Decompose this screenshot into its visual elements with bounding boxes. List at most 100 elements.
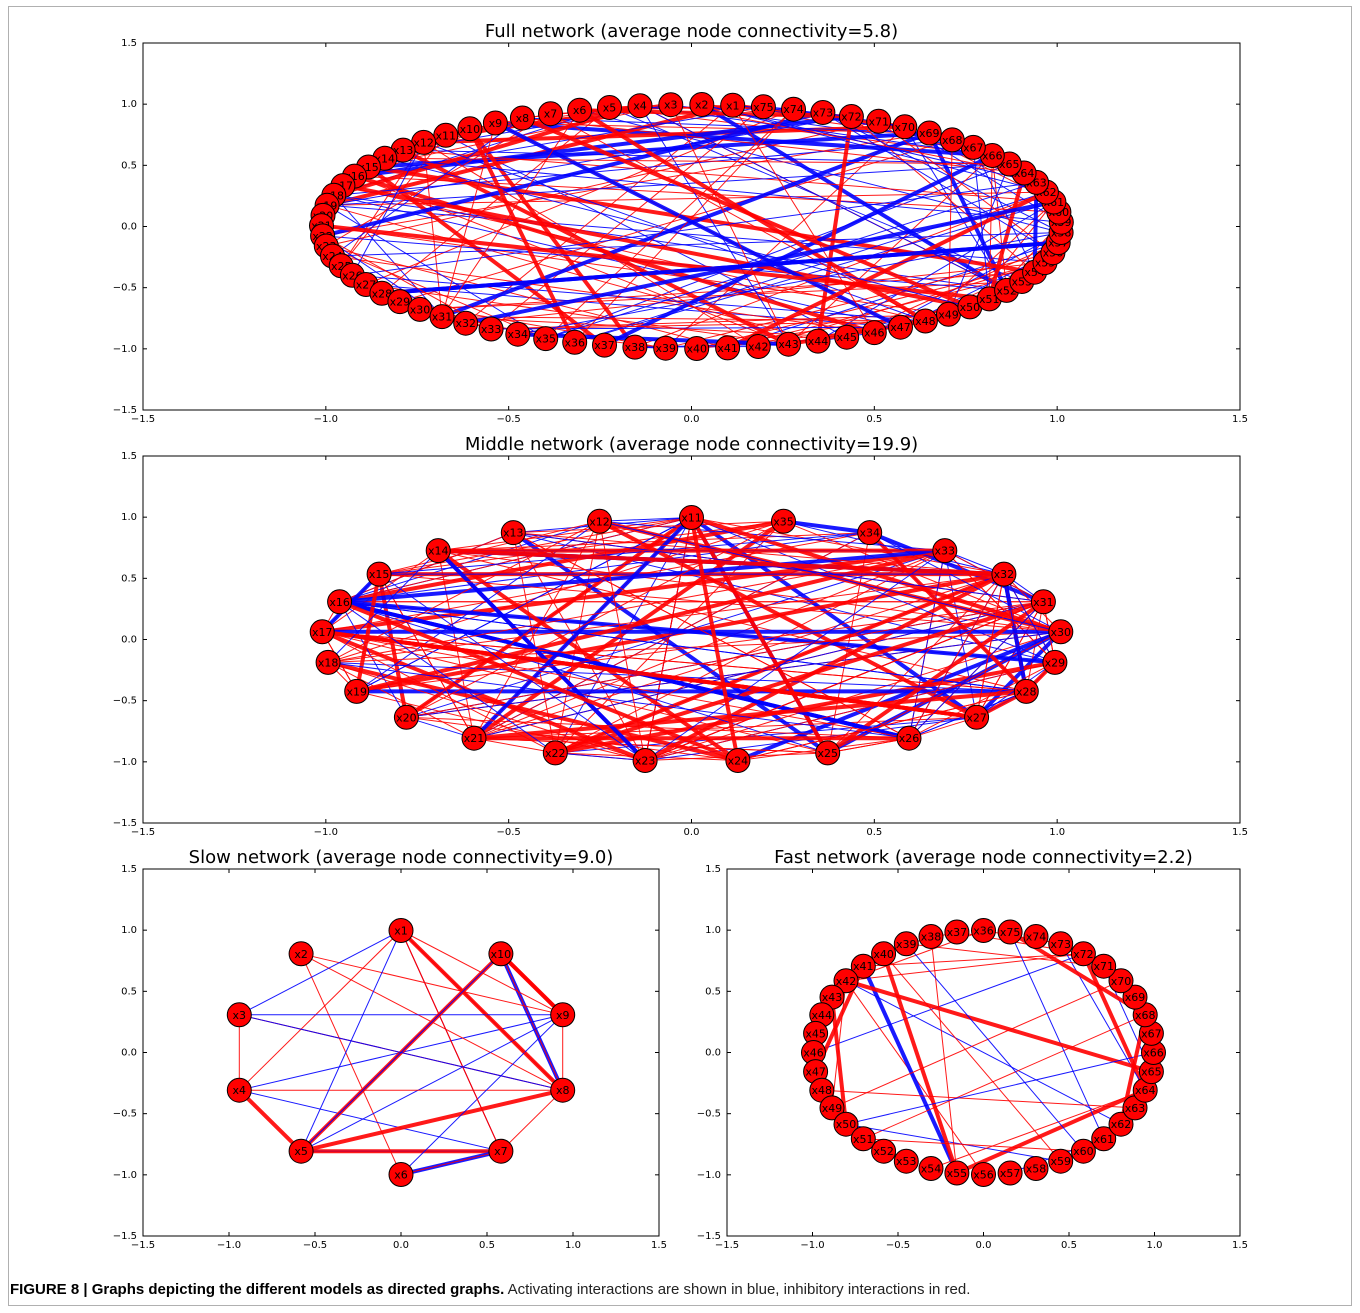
node-x3	[226, 1002, 252, 1028]
node-label-x73: x73	[813, 107, 834, 120]
inhibitory-edge	[831, 980, 1122, 1109]
node-x75	[750, 94, 776, 120]
node-label-x43: x43	[778, 338, 799, 351]
node-x6	[567, 97, 593, 123]
node-x52	[871, 1138, 897, 1164]
node-label-x70: x70	[895, 121, 916, 134]
node-label-x26: x26	[899, 732, 920, 745]
y-tick-label: −1.0	[697, 1170, 721, 1181]
activating-edge	[494, 121, 902, 329]
activating-edge	[599, 520, 1061, 633]
node-label-x32: x32	[455, 317, 476, 330]
node-x5	[597, 95, 622, 120]
node-x59	[1048, 1148, 1074, 1174]
node-x10	[488, 941, 514, 967]
node-label-x73: x73	[1050, 938, 1071, 951]
node-x32	[453, 310, 479, 336]
activating-edge	[327, 116, 852, 206]
x-tick-label: 0.0	[684, 414, 700, 425]
node-x53	[893, 1148, 919, 1174]
node-label-x65: x65	[1141, 1066, 1162, 1079]
node-x31	[1030, 589, 1056, 615]
node-label-x53: x53	[896, 1155, 917, 1168]
inhibitory-edge	[545, 108, 794, 339]
activating-edge	[403, 149, 1010, 165]
inhibitory-edge	[732, 105, 875, 333]
x-tick-label: −0.5	[886, 1240, 910, 1251]
node-label-x37: x37	[594, 339, 615, 352]
node-x38	[918, 924, 944, 949]
inhibitory-edge	[491, 320, 926, 330]
node-x44	[805, 328, 831, 354]
activating-edge	[381, 240, 1059, 296]
x-tick-label: −1.5	[131, 827, 155, 838]
activating-edge	[574, 191, 1047, 343]
node-label-x6: x6	[573, 104, 587, 117]
node-x13	[500, 520, 526, 546]
inhibitory-edge	[863, 1138, 1084, 1152]
activating-edge	[333, 194, 443, 317]
node-label-x32: x32	[994, 568, 1015, 581]
activating-edge	[555, 752, 646, 761]
inhibitory-edge	[378, 573, 475, 739]
node-x72	[1070, 941, 1096, 967]
node-label-x46: x46	[803, 1047, 824, 1060]
node-x32	[991, 561, 1017, 587]
inhibitory-edge	[400, 930, 564, 1091]
node-label-x31: x31	[432, 311, 453, 324]
node-x20	[393, 704, 419, 730]
inhibitory-edge	[327, 661, 475, 739]
activating-edge	[822, 112, 1062, 233]
inhibitory-edge	[644, 601, 1044, 761]
node-label-x4: x4	[233, 1084, 247, 1097]
middle-network-title: Middle network (average node connectivit…	[465, 434, 918, 455]
activating-edge	[644, 550, 946, 761]
node-label-x34: x34	[508, 328, 529, 341]
y-tick-label: −1.0	[113, 344, 137, 355]
inhibitory-edge	[356, 690, 646, 761]
node-label-x6: x6	[394, 1169, 408, 1182]
node-label-x47: x47	[890, 321, 911, 334]
x-tick-label: 0.5	[866, 827, 882, 838]
node-label-x67: x67	[963, 141, 984, 154]
node-label-x49: x49	[938, 308, 959, 321]
inhibitory-edge	[322, 132, 930, 237]
inhibitory-edge	[406, 520, 784, 718]
inhibitory-edge	[878, 120, 1054, 254]
node-label-x34: x34	[859, 527, 880, 540]
node-label-x45: x45	[836, 331, 857, 344]
node-x11	[679, 505, 704, 530]
node-label-x37: x37	[947, 926, 968, 939]
y-tick-label: 1.0	[705, 925, 721, 936]
node-label-x59: x59	[1050, 1155, 1071, 1168]
y-tick-label: 0.5	[121, 986, 137, 997]
inhibitory-edge	[238, 930, 402, 1091]
node-label-x56: x56	[973, 1169, 994, 1182]
node-x4	[226, 1077, 252, 1103]
y-tick-label: −1.0	[113, 1170, 137, 1181]
node-label-x25: x25	[817, 747, 838, 760]
x-tick-label: −1.5	[131, 414, 155, 425]
node-label-x3: x3	[664, 99, 678, 112]
node-label-x22: x22	[545, 747, 566, 760]
node-x31	[429, 304, 455, 330]
inhibitory-edge	[976, 574, 1005, 718]
node-x36	[562, 329, 588, 355]
node-label-x10: x10	[460, 123, 481, 136]
inhibitory-edge	[438, 532, 870, 552]
activating-edge	[512, 530, 829, 755]
activating-edge	[333, 194, 901, 328]
inhibitory-edge	[473, 737, 556, 754]
activating-edge	[813, 953, 1084, 1053]
node-x10	[457, 116, 483, 142]
node-label-x74: x74	[1026, 931, 1047, 944]
activating-edge	[868, 530, 1045, 604]
y-tick-label: 1.0	[121, 99, 137, 110]
x-tick-label: −1.5	[131, 1240, 155, 1251]
node-x36	[971, 918, 996, 943]
x-tick-label: 1.0	[1049, 414, 1065, 425]
inhibitory-edge	[321, 631, 556, 754]
inhibitory-edge	[513, 532, 1004, 575]
y-tick-label: 0.5	[705, 986, 721, 997]
full-network-title: Full network (average node connectivity=…	[485, 21, 898, 42]
